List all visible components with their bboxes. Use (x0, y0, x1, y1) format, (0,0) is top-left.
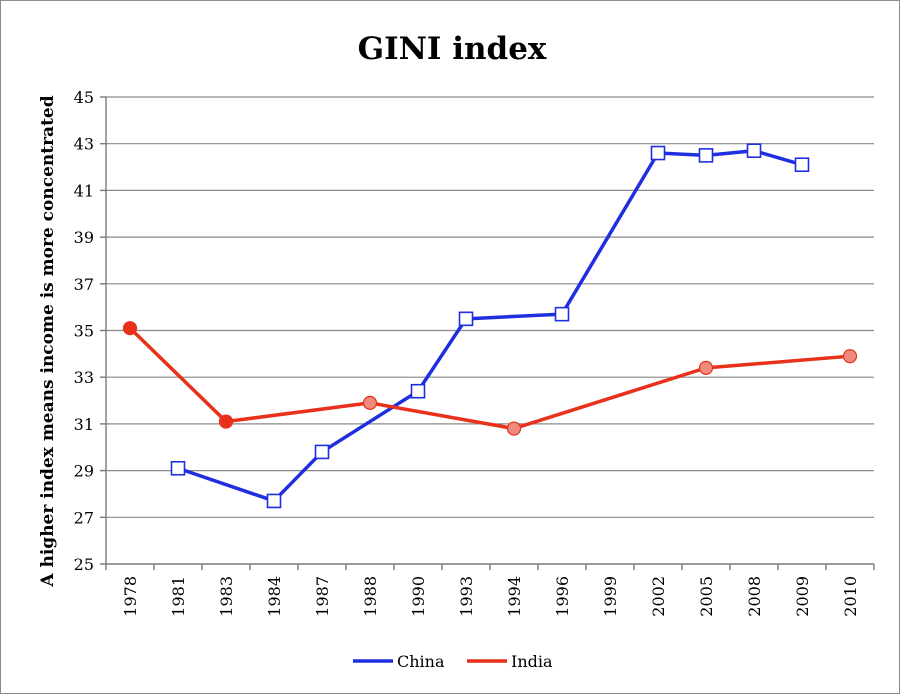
y-tick-label: 35 (74, 322, 94, 341)
x-tick-label: 2005 (697, 576, 716, 617)
x-tick-label: 1999 (601, 576, 620, 617)
gridlines (106, 96, 874, 518)
india-data-point (698, 360, 714, 375)
india-data-point (218, 414, 234, 429)
y-axis-label: A higher index means income is more conc… (38, 95, 58, 587)
x-tick-label: 2008 (745, 576, 764, 617)
china-data-point (698, 148, 714, 163)
x-tick-label: 1981 (169, 576, 188, 617)
chart-title: GINI index (358, 31, 547, 67)
china-data-point (458, 311, 474, 327)
china-data-point (746, 143, 762, 159)
china-series-line (177, 148, 803, 503)
x-tick-label: 2010 (841, 576, 860, 617)
x-tick-label: 1993 (457, 576, 476, 617)
y-tick-label: 31 (74, 415, 94, 434)
x-tick-label: 1983 (217, 576, 236, 617)
x-tick-label: 2009 (793, 576, 812, 617)
india-data-point (842, 349, 858, 364)
y-tick-label: 45 (74, 88, 94, 107)
legend-label-china: China (397, 652, 445, 671)
china-data-point (266, 493, 282, 509)
legend: China India (353, 652, 553, 671)
india-data-point (122, 321, 138, 336)
y-tick-labels: 25 27 29 31 33 35 37 39 41 43 45 (74, 88, 94, 574)
x-tick-label: 1990 (409, 576, 428, 617)
x-tick-label: 2002 (649, 576, 668, 617)
y-tick-label: 29 (74, 462, 94, 481)
y-tick-label: 25 (74, 555, 94, 574)
y-tick-label: 41 (74, 181, 94, 200)
y-tick-label: 33 (74, 368, 94, 387)
axes (100, 96, 875, 570)
y-tick-label: 43 (74, 135, 94, 154)
x-tick-label: 1988 (361, 576, 380, 617)
china-data-point (794, 157, 810, 173)
china-data-point (170, 460, 186, 476)
legend-label-india: India (511, 652, 553, 671)
china-data-point (410, 383, 426, 399)
y-tick-label: 27 (74, 508, 94, 527)
x-tick-label: 1994 (505, 576, 524, 617)
x-tick-labels: 1978 1981 1983 1984 1987 1988 1990 1993 1994 1996… (121, 576, 860, 617)
x-tick-label: 1996 (553, 576, 572, 617)
india-data-point (506, 421, 522, 436)
x-tick-label: 1984 (265, 576, 284, 617)
china-data-point (650, 145, 666, 161)
x-tick-label: 1987 (313, 576, 332, 617)
china-data-point (314, 444, 330, 460)
y-tick-label: 37 (74, 275, 94, 294)
india-data-point (362, 395, 378, 410)
series (122, 143, 858, 509)
india-series-line (128, 326, 851, 431)
china-data-point (554, 306, 570, 322)
y-tick-label: 39 (74, 228, 94, 247)
x-tick-label: 1978 (121, 576, 140, 617)
